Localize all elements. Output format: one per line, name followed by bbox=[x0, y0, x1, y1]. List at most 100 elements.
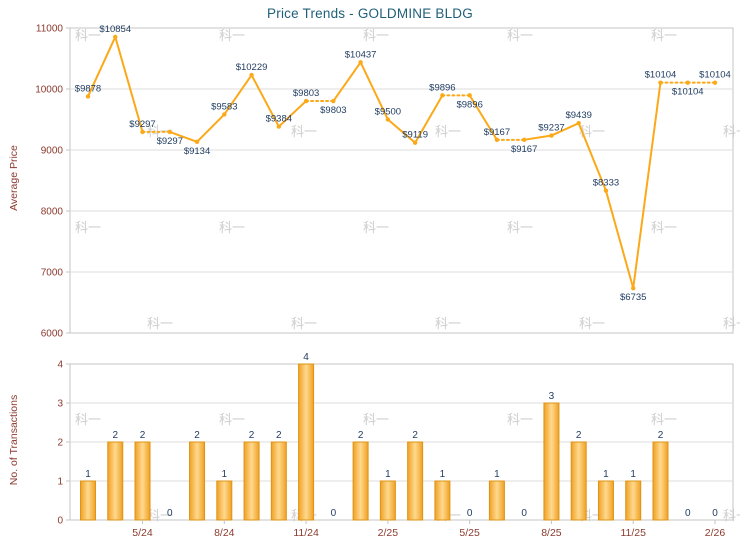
bar-value-label: 2 bbox=[276, 430, 282, 441]
price-line-segment bbox=[386, 118, 417, 144]
price-point-label: $10104 bbox=[645, 70, 677, 81]
price-line-segment bbox=[604, 189, 635, 290]
bar-value-label: 2 bbox=[658, 430, 664, 441]
watermark-text: 科一 bbox=[219, 412, 245, 427]
watermark-text: 科一 bbox=[363, 220, 389, 235]
x-tick-label: 5/24 bbox=[132, 527, 153, 539]
y-tick-label: 4 bbox=[57, 360, 63, 371]
watermark-text: 科一 bbox=[147, 316, 173, 331]
bar-value-label: 1 bbox=[440, 469, 446, 480]
bar-value-label: 0 bbox=[521, 508, 527, 519]
transaction-bar bbox=[625, 480, 642, 521]
bar-value-label: 1 bbox=[385, 469, 391, 480]
price-point bbox=[412, 140, 418, 145]
watermark-text: 科一 bbox=[651, 220, 677, 235]
price-point bbox=[140, 129, 145, 135]
watermark-text: 科一 bbox=[435, 124, 461, 139]
bar-value-label: 3 bbox=[549, 391, 555, 402]
price-point-label: $9583 bbox=[211, 101, 237, 112]
price-line-segment bbox=[414, 94, 444, 144]
price-line-segment bbox=[468, 94, 498, 141]
y-tick-label: 1 bbox=[57, 477, 63, 488]
transaction-bar bbox=[570, 441, 587, 521]
price-point bbox=[658, 80, 663, 85]
price-line-segment bbox=[277, 100, 308, 128]
watermark-text: 科一 bbox=[579, 316, 605, 331]
bar-value-label: 4 bbox=[303, 352, 309, 363]
bar-value-label: 2 bbox=[358, 430, 364, 441]
y-tick-label: 3 bbox=[57, 399, 63, 410]
watermark-text: 科一 bbox=[147, 508, 173, 523]
bar-value-label: 0 bbox=[712, 508, 718, 519]
price-point-label: $9500 bbox=[375, 107, 401, 118]
price-point bbox=[303, 98, 309, 104]
watermark-text: 科一 bbox=[723, 124, 740, 139]
bar-value-label: 1 bbox=[630, 469, 636, 480]
price-point-label: $9297 bbox=[157, 136, 183, 147]
transaction-bar bbox=[543, 402, 560, 521]
price-point-label: $9878 bbox=[75, 83, 101, 94]
price-point bbox=[549, 133, 554, 138]
bar-value-label: 1 bbox=[222, 469, 228, 480]
price-line-segment bbox=[577, 122, 607, 192]
watermark-text: 科一 bbox=[507, 28, 533, 43]
price-line-segment bbox=[550, 122, 580, 137]
price-point bbox=[576, 121, 581, 126]
price-line-segment bbox=[632, 81, 662, 290]
transaction-bar bbox=[189, 441, 206, 521]
watermark-text: 科一 bbox=[651, 28, 677, 43]
bar-value-label: 1 bbox=[603, 469, 609, 480]
y-tick-label: 11000 bbox=[36, 24, 64, 35]
y-tick-label: 8000 bbox=[41, 207, 64, 218]
price-point-label: $9384 bbox=[266, 114, 292, 125]
bar-value-label: 2 bbox=[249, 430, 255, 441]
price-line-segment bbox=[196, 113, 226, 143]
price-point bbox=[249, 72, 254, 78]
price-point-label: $9237 bbox=[538, 123, 564, 134]
price-point bbox=[440, 93, 445, 98]
price-point bbox=[358, 60, 363, 65]
price-point bbox=[194, 139, 200, 145]
price-plot-border bbox=[69, 27, 734, 334]
price-point-label: $8333 bbox=[593, 178, 619, 189]
price-point-label: $9896 bbox=[429, 82, 455, 93]
transaction-bar bbox=[488, 480, 505, 521]
bar-value-label: 2 bbox=[194, 430, 200, 441]
chart-title: Price Trends - GOLDMINE BLDG bbox=[267, 6, 473, 21]
price-point bbox=[494, 137, 500, 143]
bar-value-label: 0 bbox=[167, 508, 173, 519]
price-point bbox=[385, 117, 391, 122]
bar-value-label: 1 bbox=[494, 469, 500, 480]
transaction-bar bbox=[407, 441, 424, 521]
watermark-text: 科一 bbox=[363, 412, 389, 427]
bar-value-label: 2 bbox=[412, 430, 418, 441]
y-tick-label: 9000 bbox=[41, 146, 64, 157]
price-line-segment bbox=[87, 35, 117, 98]
watermark-text: 科一 bbox=[363, 28, 389, 43]
price-point-label: $9119 bbox=[402, 130, 428, 141]
price-line-segment bbox=[114, 35, 144, 133]
price-point-label: $9297 bbox=[129, 119, 155, 130]
price-line-segment bbox=[168, 130, 199, 143]
price-point bbox=[631, 285, 636, 291]
watermark-text: 科一 bbox=[291, 124, 317, 139]
transaction-bar bbox=[270, 441, 287, 521]
watermark-text: 科一 bbox=[219, 220, 245, 235]
y-tick-label: 2 bbox=[57, 438, 63, 449]
transaction-bar bbox=[243, 441, 260, 521]
transaction-bar bbox=[80, 480, 96, 521]
price-line-segment bbox=[359, 61, 389, 121]
price-line-segment bbox=[223, 74, 253, 116]
transaction-bar bbox=[134, 441, 151, 521]
y-tick-label: 10000 bbox=[35, 85, 63, 96]
price-point-label: $6735 bbox=[620, 292, 646, 303]
price-point-label: $9803 bbox=[320, 105, 346, 116]
price-line-segment bbox=[332, 61, 362, 103]
transaction-bar bbox=[597, 480, 614, 521]
price-point bbox=[331, 98, 336, 104]
transaction-bar bbox=[652, 441, 669, 521]
price-point-label: $10229 bbox=[236, 62, 268, 73]
x-tick-label: 11/24 bbox=[293, 527, 319, 539]
price-point-label: $10437 bbox=[345, 49, 377, 60]
